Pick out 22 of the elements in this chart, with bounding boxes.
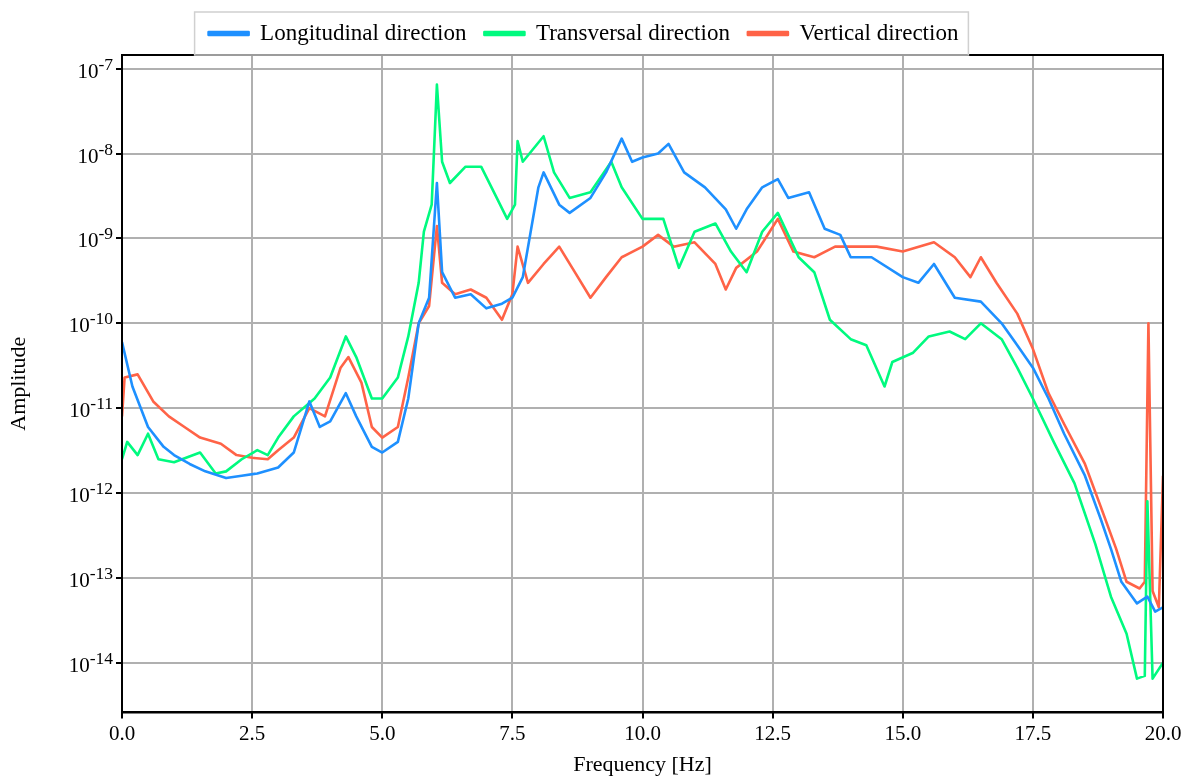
y-tick-label: 10$^{-10}$ (68, 308, 113, 338)
y-tick-label: 10$^{-8}$ (77, 138, 113, 168)
x-axis-title: Frequency [Hz] (573, 750, 712, 776)
x-tick-label: 12.5 (754, 720, 791, 745)
y-tick-label: 10$^{-14}$ (68, 647, 113, 677)
x-tick-label: 5.0 (369, 720, 396, 745)
x-tick-label: 2.5 (239, 720, 266, 745)
legend-label: Transversal direction (535, 19, 731, 45)
y-tick-label: 10$^{-9}$ (77, 223, 113, 253)
y-tick-label: 10$^{-11}$ (69, 393, 113, 423)
x-tick-label: 17.5 (1014, 720, 1052, 745)
x-tick-label: 10.0 (624, 720, 661, 745)
x-tick-label: 7.5 (499, 720, 526, 745)
x-tick-label: 15.0 (884, 720, 922, 745)
x-tick-label: 20.0 (1144, 720, 1182, 745)
legend-label: Longitudinal direction (260, 19, 467, 45)
x-tick-label: 0.0 (108, 720, 136, 745)
legend-label: Vertical direction (799, 19, 959, 45)
y-tick-label: 10$^{-7}$ (77, 53, 113, 83)
y-tick-label: 10$^{-12}$ (68, 478, 113, 508)
y-axis-title: Amplitude (4, 336, 30, 431)
y-tick-label: 10$^{-13}$ (68, 562, 113, 592)
